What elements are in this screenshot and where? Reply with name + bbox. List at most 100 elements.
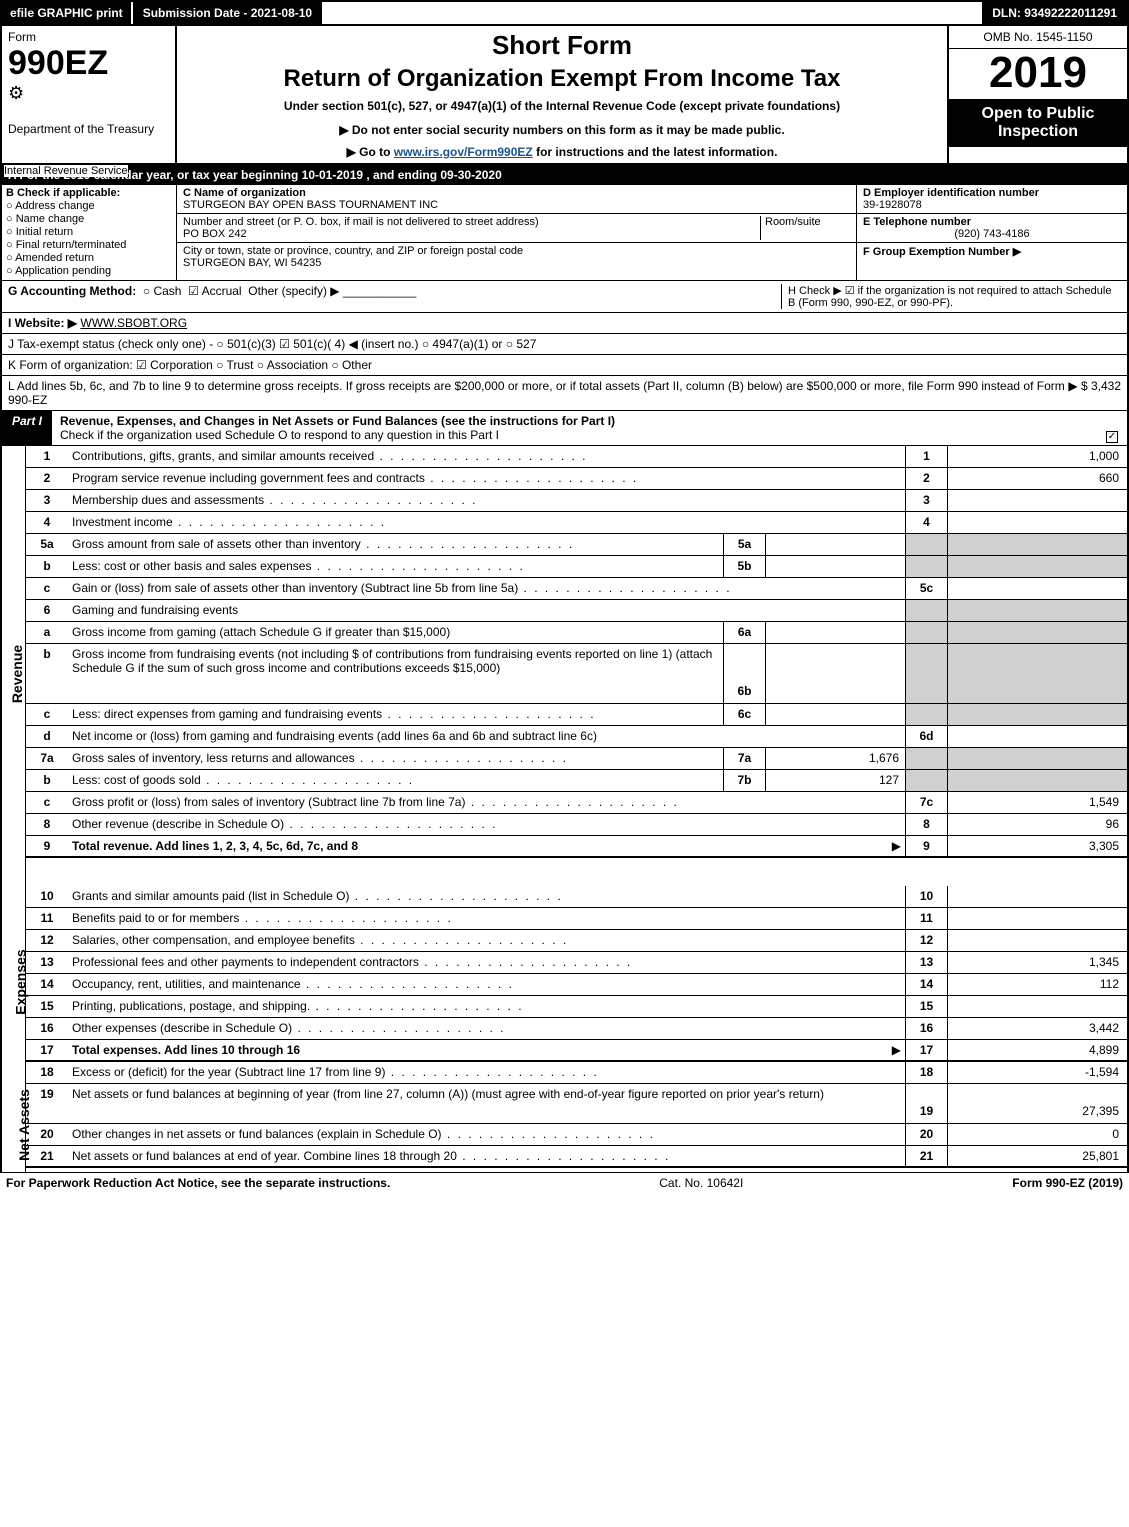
ein-label: D Employer identification number [863,187,1039,199]
row-2: 2Program service revenue including gover… [26,468,1127,490]
org-name-cell: C Name of organization STURGEON BAY OPEN… [177,185,856,214]
footer-left: For Paperwork Reduction Act Notice, see … [6,1176,390,1190]
acct-accrual[interactable]: Accrual [202,284,242,298]
netassets-tab: Net Assets [2,1062,26,1172]
box-f: F Group Exemption Number ▶ [857,243,1127,260]
row-6a: aGross income from gaming (attach Schedu… [26,622,1127,644]
top-bar: efile GRAPHIC print Submission Date - 20… [0,0,1129,26]
acct-other[interactable]: Other (specify) ▶ [248,284,339,298]
tax-year: 2019 [949,49,1127,99]
department-label: Department of the Treasury [8,122,169,136]
row-13: 13Professional fees and other payments t… [26,952,1127,974]
part1-header: Part I Revenue, Expenses, and Changes in… [0,411,1129,446]
row-5b: bLess: cost or other basis and sales exp… [26,556,1127,578]
line-g-h: G Accounting Method: ○ Cash ☑ Accrual Ot… [0,281,1129,313]
form-header: Form 990EZ ⚙ Department of the Treasury … [0,26,1129,165]
line-j: J Tax-exempt status (check only one) - ○… [0,334,1129,355]
row-6c: cLess: direct expenses from gaming and f… [26,704,1127,726]
part1-title: Revenue, Expenses, and Changes in Net As… [52,411,1097,445]
row-16: 16Other expenses (describe in Schedule O… [26,1018,1127,1040]
open-inspection: Open to Public Inspection [949,99,1127,147]
box-e: E Telephone number (920) 743-4186 [857,214,1127,243]
chk-initial-return[interactable]: ○ Initial return [6,226,172,238]
row-9: 9Total revenue. Add lines 1, 2, 3, 4, 5c… [26,836,1127,858]
row-6: 6Gaming and fundraising events [26,600,1127,622]
row-11: 11Benefits paid to or for members11 [26,908,1127,930]
part1-checkbox[interactable]: ✓ [1097,411,1127,445]
under-section-text: Under section 501(c), 527, or 4947(a)(1)… [185,99,939,113]
row-12: 12Salaries, other compensation, and empl… [26,930,1127,952]
part1-check-text: Check if the organization used Schedule … [60,428,499,442]
goto-link[interactable]: www.irs.gov/Form990EZ [394,145,533,159]
box-def: D Employer identification number 39-1928… [857,185,1127,280]
omb-number: OMB No. 1545-1150 [949,26,1127,49]
org-name-label: C Name of organization [183,187,306,199]
chk-name-change[interactable]: ○ Name change [6,213,172,225]
chk-address-change[interactable]: ○ Address change [6,200,172,212]
ein-value: 39-1928078 [863,199,922,211]
row-10: 10Grants and similar amounts paid (list … [26,886,1127,908]
group-exemption-label: F Group Exemption Number ▶ [863,246,1021,258]
footer-cat: Cat. No. 10642I [390,1176,1012,1190]
box-c: C Name of organization STURGEON BAY OPEN… [177,185,857,280]
line-j-text: J Tax-exempt status (check only one) - ○… [8,337,536,351]
box-d: D Employer identification number 39-1928… [857,185,1127,214]
goto-pre: ▶ Go to [347,145,394,159]
org-addr: PO BOX 242 [183,228,247,240]
line-h: H Check ▶ ☑ if the organization is not r… [781,284,1121,309]
acct-cash[interactable]: Cash [153,284,181,298]
row-6d: dNet income or (loss) from gaming and fu… [26,726,1127,748]
addr-label: Number and street (or P. O. box, if mail… [183,216,539,228]
row-7a: 7aGross sales of inventory, less returns… [26,748,1127,770]
line-i: I Website: ▶ WWW.SBOBT.ORG [0,313,1129,334]
efile-button[interactable]: efile GRAPHIC print [2,2,133,24]
line-g-label: G Accounting Method: [8,284,136,298]
footer-right: Form 990-EZ (2019) [1012,1176,1123,1190]
chk-final-return[interactable]: ○ Final return/terminated [6,239,172,251]
website-label: I Website: ▶ [8,316,77,330]
goto-line: ▶ Go to www.irs.gov/Form990EZ for instru… [185,145,939,159]
line-l-amount: ▶ $ 3,432 [1068,379,1121,407]
part1-grid: Revenue 1Contributions, gifts, grants, a… [0,446,1129,1172]
row-7c: cGross profit or (loss) from sales of in… [26,792,1127,814]
row-17: 17Total expenses. Add lines 10 through 1… [26,1040,1127,1062]
row-18: 18Excess or (deficit) for the year (Subt… [26,1062,1127,1084]
header-left: Form 990EZ ⚙ Department of the Treasury … [2,26,177,163]
row-4: 4Investment income4 [26,512,1127,534]
chk-application-pending[interactable]: ○ Application pending [6,265,172,277]
row-5a: 5aGross amount from sale of assets other… [26,534,1127,556]
box-b-label: B Check if applicable: [6,187,120,199]
row-6b: bGross income from fundraising events (n… [26,644,1127,704]
row-1: 1Contributions, gifts, grants, and simil… [26,446,1127,468]
row-3: 3Membership dues and assessments3 [26,490,1127,512]
org-city: STURGEON BAY, WI 54235 [183,257,321,269]
form-number: 990EZ [8,44,169,83]
row-5c: cGain or (loss) from sale of assets othe… [26,578,1127,600]
row-19: 19Net assets or fund balances at beginni… [26,1084,1127,1124]
city-label: City or town, state or province, country… [183,245,523,257]
line-a: A For the 2019 calendar year, or tax yea… [0,165,1129,185]
room-suite-label: Room/suite [760,216,850,240]
chk-amended-return[interactable]: ○ Amended return [6,252,172,264]
seal-icon: ⚙ [8,83,169,104]
phone-value: (920) 743-4186 [863,228,1121,240]
row-21: 21Net assets or fund balances at end of … [26,1146,1127,1168]
phone-label: E Telephone number [863,216,971,228]
row-14: 14Occupancy, rent, utilities, and mainte… [26,974,1127,996]
org-addr-cell: Number and street (or P. O. box, if mail… [177,214,856,243]
expenses-tab: Expenses [2,886,26,1062]
line-l: L Add lines 5b, 6c, and 7b to line 9 to … [0,376,1129,411]
revenue-tab: Revenue [2,446,26,886]
line-k-text: K Form of organization: ☑ Corporation ○ … [8,358,372,372]
dln-label: DLN: 93492222011291 [982,2,1127,24]
row-20: 20Other changes in net assets or fund ba… [26,1124,1127,1146]
header-mid: Short Form Return of Organization Exempt… [177,26,947,163]
row-15: 15Printing, publications, postage, and s… [26,996,1127,1018]
org-name: STURGEON BAY OPEN BASS TOURNAMENT INC [183,199,438,211]
part1-tag: Part I [2,411,52,445]
row-8: 8Other revenue (describe in Schedule O)8… [26,814,1127,836]
box-b: B Check if applicable: ○ Address change … [2,185,177,280]
page-footer: For Paperwork Reduction Act Notice, see … [0,1172,1129,1193]
header-right: OMB No. 1545-1150 2019 Open to Public In… [947,26,1127,163]
website-value[interactable]: WWW.SBOBT.ORG [80,316,187,330]
